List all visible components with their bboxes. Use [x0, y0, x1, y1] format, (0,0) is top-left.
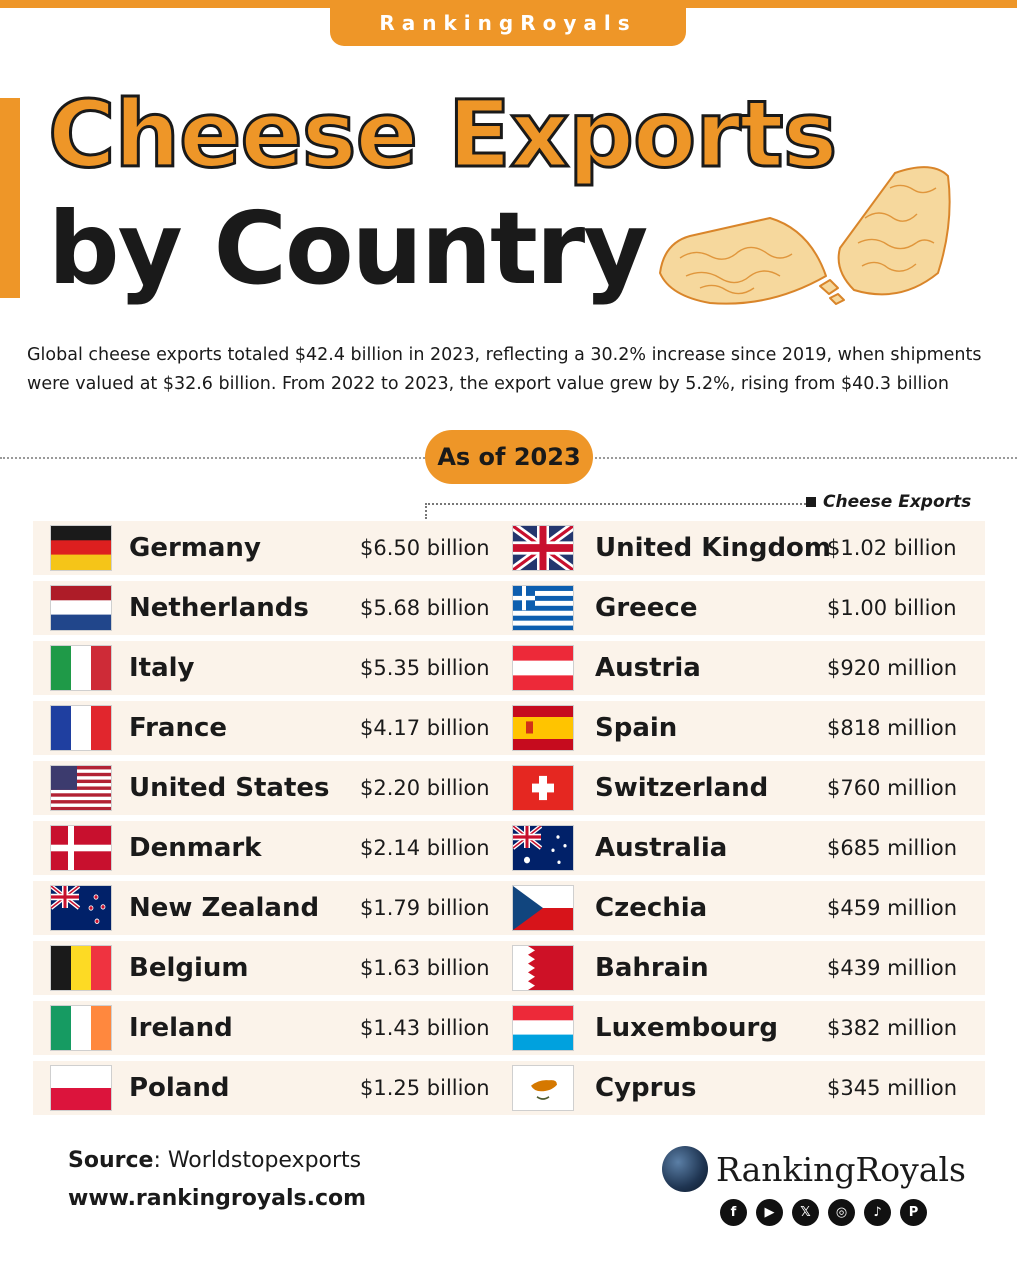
new-zealand-flag-icon — [50, 885, 112, 931]
germany-flag-icon — [50, 525, 112, 571]
source-text: Worldstopexports — [167, 1148, 362, 1173]
x-icon[interactable]: 𝕏 — [792, 1199, 819, 1226]
export-value: $1.00 billion — [827, 596, 957, 620]
table-row: Denmark $2.14 billion Australia $685 mil… — [33, 821, 985, 875]
greece-flag-icon — [512, 585, 574, 631]
pinterest-icon[interactable]: P — [900, 1199, 927, 1226]
export-value: $1.63 billion — [360, 956, 490, 980]
country-name: Czechia — [595, 893, 708, 923]
brand-logo: RankingRoyals — [662, 1146, 966, 1192]
country-name: United Kingdom — [595, 533, 832, 563]
social-icons: f ▶ 𝕏 ◎ ♪ P — [720, 1199, 927, 1226]
country-name: Germany — [129, 533, 261, 563]
export-value: $1.43 billion — [360, 1016, 490, 1040]
source-label: Source — [68, 1148, 154, 1173]
tiktok-icon[interactable]: ♪ — [864, 1199, 891, 1226]
country-name: Bahrain — [595, 953, 709, 983]
export-value: $920 million — [827, 656, 958, 680]
spain-flag-icon — [512, 705, 574, 751]
country-name: New Zealand — [129, 893, 320, 923]
export-value: $459 million — [827, 896, 958, 920]
country-name: Austria — [595, 653, 701, 683]
cyprus-flag-icon — [512, 1065, 574, 1111]
table-row: Germany $6.50 billion United Kingdom $1.… — [33, 521, 985, 575]
legend: Cheese Exports — [806, 492, 971, 512]
luxembourg-flag-icon — [512, 1005, 574, 1051]
table-row: Italy $5.35 billion Austria $920 million — [33, 641, 985, 695]
country-name: France — [129, 713, 228, 743]
country-name: Cyprus — [595, 1073, 697, 1103]
export-value: $760 million — [827, 776, 958, 800]
export-value: $2.14 billion — [360, 836, 490, 860]
side-accent-bar — [0, 98, 20, 298]
czechia-flag-icon — [512, 885, 574, 931]
bahrain-flag-icon — [512, 945, 574, 991]
youtube-icon[interactable]: ▶ — [756, 1199, 783, 1226]
poland-flag-icon — [50, 1065, 112, 1111]
title-line-2: by Country — [48, 190, 648, 307]
denmark-flag-icon — [50, 825, 112, 871]
italy-flag-icon — [50, 645, 112, 691]
export-value: $4.17 billion — [360, 716, 490, 740]
country-name: United States — [129, 773, 330, 803]
logo-text: RankingRoyals — [716, 1149, 966, 1189]
united-kingdom-flag-icon — [512, 525, 574, 571]
table-row: Ireland $1.43 billion Luxembourg $382 mi… — [33, 1001, 985, 1055]
export-value: $1.79 billion — [360, 896, 490, 920]
australia-flag-icon — [512, 825, 574, 871]
intro-paragraph: Global cheese exports totaled $42.4 bill… — [27, 345, 982, 394]
country-name: Spain — [595, 713, 678, 743]
ireland-flag-icon — [50, 1005, 112, 1051]
country-name: Poland — [129, 1073, 230, 1103]
cheese-illustration — [659, 166, 951, 305]
table-row: Belgium $1.63 billion Bahrain $439 milli… — [33, 941, 985, 995]
netherlands-flag-icon — [50, 585, 112, 631]
table-row: Poland $1.25 billion Cyprus $345 million — [33, 1061, 985, 1115]
country-name: Denmark — [129, 833, 262, 863]
country-name: Ireland — [129, 1013, 233, 1043]
country-name: Greece — [595, 593, 698, 623]
country-name: Italy — [129, 653, 195, 683]
title-line-1: Cheese Exports — [46, 81, 838, 188]
export-value: $6.50 billion — [360, 536, 490, 560]
source-separator: : — [153, 1148, 168, 1173]
country-name: Australia — [595, 833, 728, 863]
brand-tab: RankingRoyals — [330, 0, 686, 46]
legend-label: Cheese Exports — [823, 492, 972, 512]
export-value: $1.02 billion — [827, 536, 957, 560]
table-row: Netherlands $5.68 billion Greece $1.00 b… — [33, 581, 985, 635]
table-row: France $4.17 billion Spain $818 million — [33, 701, 985, 755]
export-value: $818 million — [827, 716, 958, 740]
export-value: $439 million — [827, 956, 958, 980]
country-name: Belgium — [129, 953, 249, 983]
website-url[interactable]: www.rankingroyals.com — [68, 1186, 367, 1211]
country-name: Luxembourg — [595, 1013, 778, 1043]
united-states-flag-icon — [50, 765, 112, 811]
export-value: $5.68 billion — [360, 596, 490, 620]
export-value: $2.20 billion — [360, 776, 490, 800]
export-value: $685 million — [827, 836, 958, 860]
france-flag-icon — [50, 705, 112, 751]
switzerland-flag-icon — [512, 765, 574, 811]
facebook-icon[interactable]: f — [720, 1199, 747, 1226]
as-of-badge: As of 2023 — [425, 430, 593, 484]
export-value: $1.25 billion — [360, 1076, 490, 1100]
legend-connector — [425, 503, 810, 519]
globe-logo-icon — [662, 1146, 708, 1192]
table-row: New Zealand $1.79 billion Czechia $459 m… — [33, 881, 985, 935]
export-value: $382 million — [827, 1016, 958, 1040]
country-name: Netherlands — [129, 593, 309, 623]
instagram-icon[interactable]: ◎ — [828, 1199, 855, 1226]
legend-marker — [806, 497, 816, 507]
table-row: United States $2.20 billion Switzerland … — [33, 761, 985, 815]
austria-flag-icon — [512, 645, 574, 691]
source-line: Source: Worldstopexports — [68, 1148, 361, 1173]
belgium-flag-icon — [50, 945, 112, 991]
country-name: Switzerland — [595, 773, 769, 803]
export-value: $345 million — [827, 1076, 958, 1100]
export-value: $5.35 billion — [360, 656, 490, 680]
